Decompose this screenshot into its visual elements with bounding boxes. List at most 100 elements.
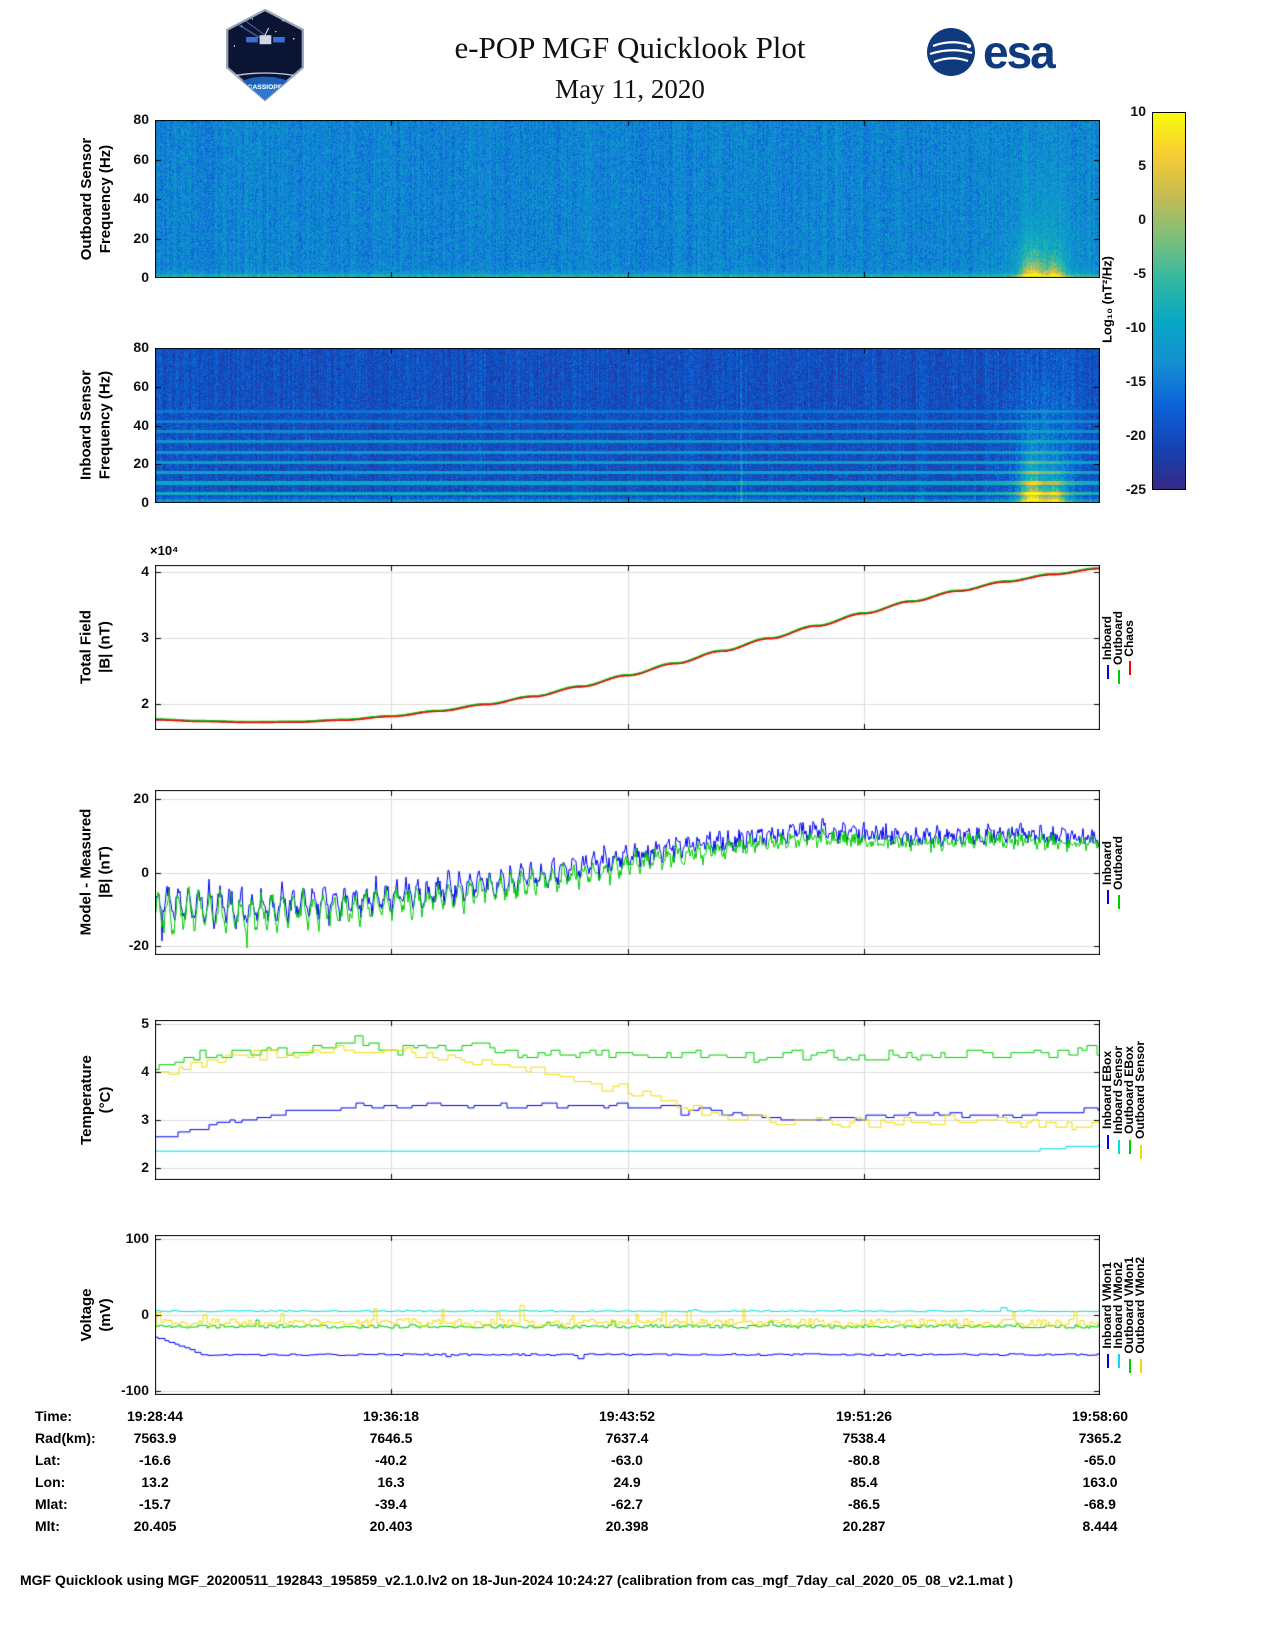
table-cell: 19:28:44 [126, 1408, 184, 1424]
colorbar [1152, 112, 1186, 490]
inboard-spectrogram-panel [155, 348, 1100, 503]
y-tick-label: 40 [133, 190, 149, 206]
table-cell: -39.4 [375, 1496, 407, 1512]
outboard-spectrogram-panel [155, 120, 1100, 278]
temperature-panel [155, 1020, 1100, 1180]
colorbar-tick-label: 10 [1130, 103, 1146, 119]
total-field-exponent-label: ×10⁴ [150, 543, 179, 558]
y-tick-label: 20 [133, 229, 149, 246]
legend-line-sample [1128, 1358, 1131, 1373]
total-field-panel [155, 565, 1100, 730]
legend-entry: Outboard Sensor [1133, 1020, 1147, 1180]
ylabel-line: Inboard Sensor [77, 369, 95, 481]
y-tick-label: 20 [133, 455, 149, 472]
table-row: Mlt: 20.405 20.403 20.398 20.287 8.444 [0, 1518, 1275, 1540]
legend-line-sample [1117, 895, 1120, 909]
ylabel-line: (°C) [97, 1086, 114, 1114]
satellite-icon [259, 35, 272, 45]
table-cell: -15.7 [139, 1496, 171, 1512]
legend-line-sample [1117, 670, 1120, 684]
table-cell: -40.2 [375, 1452, 407, 1468]
voltage-canvas [155, 1235, 1100, 1395]
legend-label: Outboard VMon2 [1133, 1257, 1147, 1354]
legend-entry: Inboard VMon2 [1111, 1235, 1125, 1395]
total_field-legend: Inboard Outboard Chaos [1100, 565, 1136, 730]
table-cell: -86.5 [848, 1496, 880, 1512]
table-cell: 20.405 [133, 1518, 177, 1534]
legend-entry: Inboard EBox [1100, 1020, 1114, 1180]
y-tick-label: 3 [141, 628, 149, 645]
title-block: e-POP MGF Quicklook Plot May 11, 2020 [280, 30, 980, 105]
temperature-ylabel: Temperature (°C) [77, 1020, 115, 1180]
temperature-legend: Inboard EBox Inboard Sensor Outboard EBox O… [1100, 1020, 1147, 1180]
esa-wordmark: esa [983, 26, 1056, 78]
legend-label: Outboard [1111, 836, 1125, 890]
model-measured-canvas [155, 790, 1100, 955]
table-cell: 85.4 [850, 1474, 878, 1490]
voltage-panel [155, 1235, 1100, 1395]
table-cell: 7365.2 [1078, 1430, 1122, 1446]
table-cell: 7646.5 [369, 1430, 413, 1446]
table-cell: -68.9 [1084, 1496, 1116, 1512]
y-tick-label: 0 [141, 863, 149, 880]
row-label: Rad(km): [35, 1430, 96, 1446]
plot-title: e-POP MGF Quicklook Plot [454, 30, 806, 65]
esa-emblem-icon [927, 28, 975, 76]
row-label: Mlat: [35, 1496, 68, 1512]
footer-caption: MGF Quicklook using MGF_20200511_192843_… [20, 1572, 1014, 1588]
colorbar-tick-label: -20 [1125, 427, 1146, 443]
legend-line-sample [1106, 1353, 1109, 1368]
y-tick-label: 2 [141, 694, 149, 711]
legend-line-sample [1117, 1353, 1120, 1368]
colorbar-tick-label: 5 [1138, 157, 1146, 173]
y-tick-label: 60 [133, 377, 149, 394]
legend-entry: Outboard [1111, 565, 1125, 730]
y-tick-label: 0 [141, 269, 149, 285]
legend-entry: Inboard [1100, 790, 1114, 955]
y-tick-label: 4 [141, 1062, 149, 1079]
esa-logo: esa [925, 26, 1056, 78]
table-cell: 19:58:60 [1071, 1408, 1129, 1424]
inboard-spectrogram-canvas [155, 348, 1100, 503]
row-label: Lat: [35, 1452, 61, 1468]
table-cell: 24.9 [613, 1474, 641, 1490]
ylabel-line: Temperature [78, 1055, 95, 1145]
legend-entry: Inboard Sensor [1111, 1020, 1125, 1180]
table-row: Mlat: -15.7 -39.4 -62.7 -86.5 -68.9 [0, 1496, 1275, 1518]
y-tick-label: 5 [141, 1014, 149, 1031]
table-cell: -65.0 [1084, 1452, 1116, 1468]
row-label: Mlt: [35, 1518, 60, 1534]
table-cell: 8.444 [1082, 1518, 1118, 1534]
legend-label: Outboard Sensor [1133, 1041, 1147, 1140]
ylabel-line: Outboard Sensor [78, 137, 95, 261]
y-tick-label: 0 [141, 494, 149, 510]
ylabel-line: Model - Measured [77, 808, 95, 936]
legend-entry: Chaos [1122, 565, 1136, 730]
legend-line-sample [1106, 665, 1109, 679]
table-row: Lon: 13.2 16.3 24.9 85.4 163.0 [0, 1474, 1275, 1496]
cassiope-logo-label: CASSIOPE [248, 84, 283, 91]
legend-entry: Outboard EBox [1122, 1020, 1136, 1180]
legend-entry: Outboard [1111, 790, 1125, 955]
cassiope-patch-graphic: CASSIOPE [226, 8, 304, 102]
table-row: Lat: -16.6 -40.2 -63.0 -80.8 -65.0 [0, 1452, 1275, 1474]
table-cell: 7563.9 [133, 1430, 177, 1446]
model_measured-legend: Inboard Outboard [1100, 790, 1125, 955]
legend-line-sample [1139, 1358, 1142, 1373]
y-tick-label: 60 [133, 150, 149, 167]
legend-line-sample [1106, 890, 1109, 904]
y-tick-label: 40 [133, 416, 149, 433]
legend-entry: Inboard VMon1 [1100, 1235, 1114, 1395]
y-tick-label: 0 [141, 1306, 149, 1322]
table-cell: 163.0 [1082, 1474, 1118, 1490]
legend-line-sample [1117, 1139, 1120, 1154]
y-tick-label: -100 [120, 1382, 149, 1399]
legend-line-sample [1106, 1134, 1109, 1149]
table-cell: 20.287 [842, 1518, 886, 1534]
colorbar-tick-label: -10 [1125, 319, 1146, 335]
table-cell: 13.2 [141, 1474, 169, 1490]
temperature-canvas [155, 1020, 1100, 1180]
table-cell: 19:51:26 [835, 1408, 893, 1424]
legend-line-sample [1128, 1139, 1131, 1154]
